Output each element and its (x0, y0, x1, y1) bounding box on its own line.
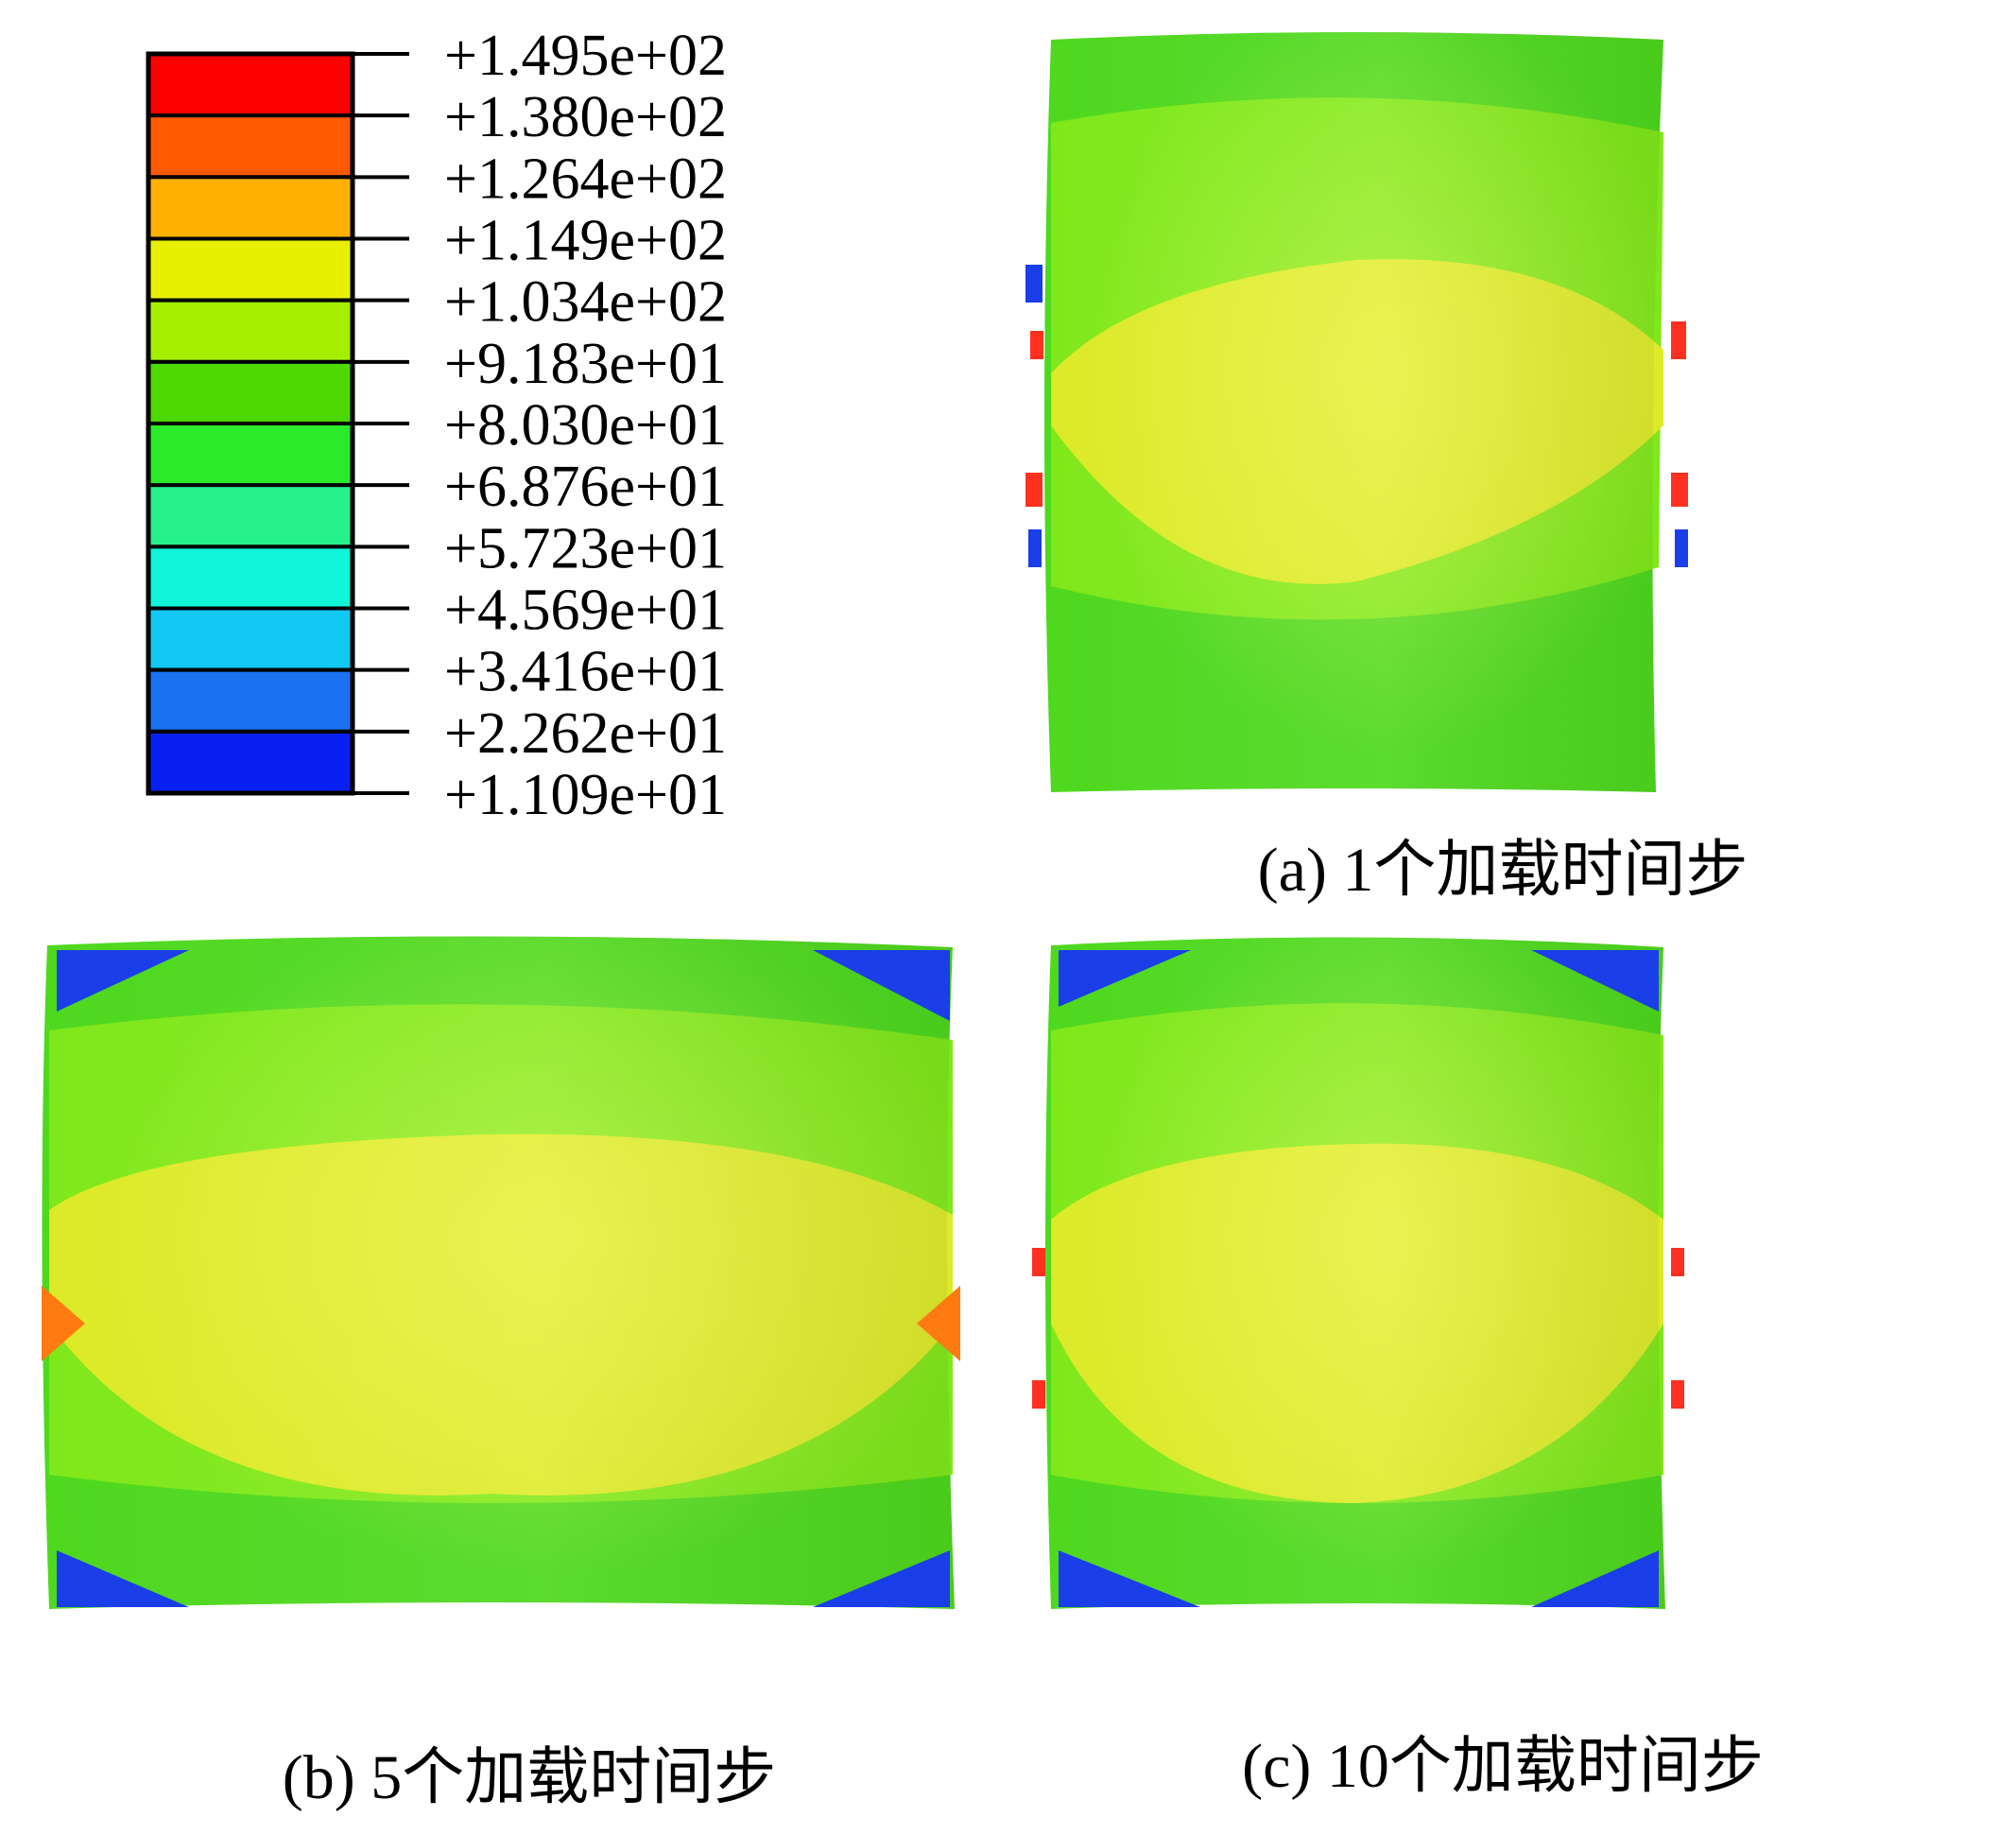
legend-band-8 (146, 483, 354, 549)
legend-labels: +1.495e+02+1.380e+02+1.264e+02+1.149e+02… (444, 24, 727, 827)
legend-band-4 (146, 236, 354, 303)
legend-label-7: +8.030e+01 (444, 393, 727, 458)
contour-panel-b (42, 936, 960, 1609)
legend-band-6 (146, 359, 354, 426)
legend-band-9 (146, 545, 354, 611)
legend-label-11: +3.416e+01 (444, 640, 727, 704)
legend-label-2: +1.380e+02 (444, 85, 727, 149)
caption-a: (a) 1个加载时间步 (1258, 836, 1749, 905)
legend-band-7 (146, 422, 354, 488)
legend-color-bands (146, 52, 354, 795)
contour-panel-a (1025, 32, 1688, 792)
caption-c: (c) 10个加载时间步 (1242, 1732, 1764, 1801)
legend-label-6: +9.183e+01 (444, 332, 727, 396)
legend-band-5 (146, 298, 354, 364)
legend-band-3 (146, 175, 354, 241)
caption-b: (b) 5个加载时间步 (283, 1743, 776, 1812)
contour-panel-c (1032, 937, 1684, 1609)
legend-ticks (353, 52, 409, 795)
legend-label-1: +1.495e+02 (444, 24, 727, 88)
legend-band-10 (146, 606, 354, 672)
color-legend: +1.495e+02+1.380e+02+1.264e+02+1.149e+02… (146, 24, 727, 827)
legend-label-9: +5.723e+01 (444, 516, 727, 580)
legend-band-1 (146, 52, 354, 118)
legend-band-12 (146, 729, 354, 795)
legend-band-11 (146, 667, 354, 734)
legend-band-2 (146, 113, 354, 180)
legend-label-4: +1.149e+02 (444, 209, 727, 273)
legend-label-5: +1.034e+02 (444, 270, 727, 335)
legend-label-10: +4.569e+01 (444, 579, 727, 643)
legend-label-3: +1.264e+02 (444, 147, 727, 211)
legend-label-13: +1.109e+01 (444, 763, 727, 827)
legend-label-8: +6.876e+01 (444, 455, 727, 519)
legend-label-12: +2.262e+01 (444, 701, 727, 766)
